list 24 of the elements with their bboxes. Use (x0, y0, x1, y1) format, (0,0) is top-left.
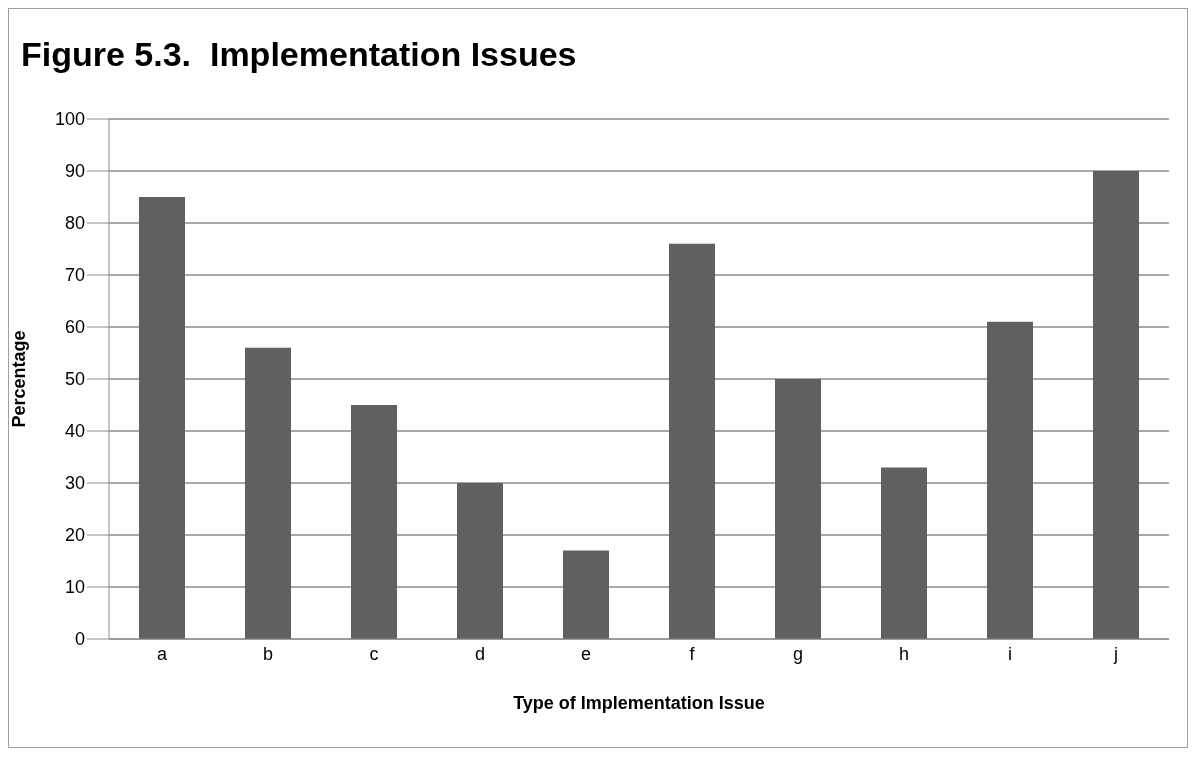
x-tick-label: f (689, 643, 696, 664)
y-tick-label: 70 (64, 265, 85, 286)
x-tick-label: e (580, 643, 592, 664)
y-tick-label: 30 (64, 473, 85, 494)
y-tick-label: 40 (64, 421, 85, 442)
y-tick-label: 10 (64, 577, 85, 598)
x-tick-label: c (369, 643, 379, 664)
y-tick-label: 80 (64, 213, 85, 234)
x-tick-label: i (1008, 643, 1012, 664)
x-tick-label: a (156, 643, 168, 664)
x-tick-label: j (1113, 643, 1118, 664)
x-tick-label: b (262, 643, 274, 664)
y-tick-label: 60 (64, 317, 85, 338)
x-axis-title: Type of Implementation Issue (513, 693, 765, 713)
y-tick-label: 20 (64, 525, 85, 546)
chart-title: Figure 5.3. Implementation Issues (21, 35, 577, 74)
x-tick-label: d (474, 643, 486, 664)
y-axis-title: Percentage (9, 330, 30, 428)
y-tick-label: 90 (64, 161, 85, 182)
x-tick-label: h (898, 643, 910, 664)
x-tick-label: g (792, 643, 804, 664)
y-tick-label: 0 (74, 629, 85, 650)
y-tick-label: 100 (54, 109, 85, 130)
y-tick-label: 50 (64, 369, 85, 390)
